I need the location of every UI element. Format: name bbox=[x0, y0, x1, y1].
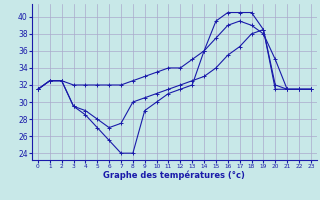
X-axis label: Graphe des températures (°c): Graphe des températures (°c) bbox=[103, 171, 245, 180]
